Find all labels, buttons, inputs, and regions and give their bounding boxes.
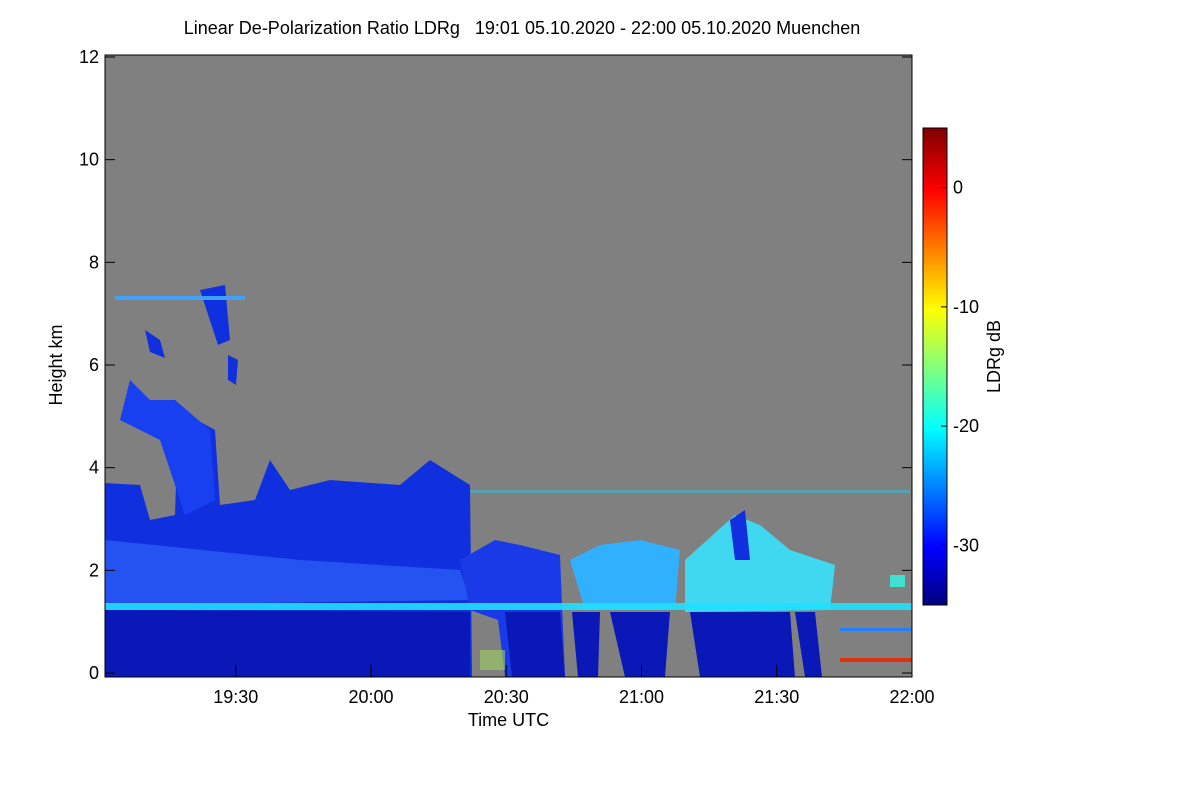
y-tick-label: 2 xyxy=(89,560,99,580)
x-tick-label: 21:00 xyxy=(619,687,664,707)
plot-frame xyxy=(104,54,913,678)
x-tick-label: 19:30 xyxy=(213,687,258,707)
colorbar-label: LDRg dB xyxy=(984,320,1004,393)
colorbar-tick-label: -20 xyxy=(953,416,979,436)
colorbar-tick-label: 0 xyxy=(953,178,963,198)
x-tick-label: 20:30 xyxy=(484,687,529,707)
y-tick-label: 0 xyxy=(89,663,99,683)
colorbar xyxy=(922,127,948,606)
y-tick-label: 6 xyxy=(89,355,99,375)
colorbar-tick-label: -30 xyxy=(953,535,979,555)
y-tick-label: 4 xyxy=(89,458,99,478)
y-axis-label: Height km xyxy=(46,324,66,405)
x-tick-label: 21:30 xyxy=(754,687,799,707)
y-tick-label: 8 xyxy=(89,252,99,272)
y-tick-label: 12 xyxy=(79,47,99,67)
y-tick-label: 10 xyxy=(79,150,99,170)
heatmap-field xyxy=(105,55,912,677)
x-axis-label: Time UTC xyxy=(468,710,549,730)
chart-title: Linear De-Polarization Ratio LDRg 19:01 … xyxy=(184,18,860,38)
x-tick-label: 20:00 xyxy=(348,687,393,707)
colorbar-tick-label: -10 xyxy=(953,297,979,317)
x-tick-label: 22:00 xyxy=(889,687,934,707)
